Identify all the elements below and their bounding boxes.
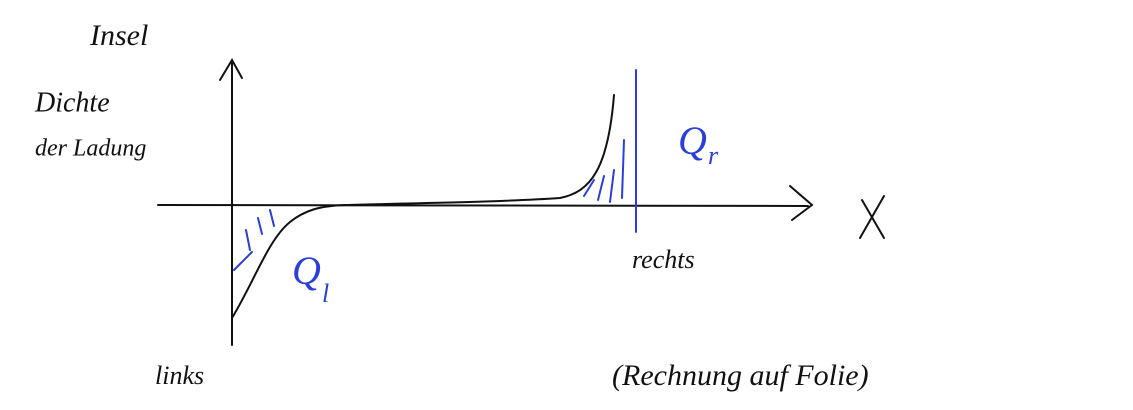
diagram: Insel Dichte der Ladung X rechts links (… [0,0,1133,410]
x-label: X [837,217,839,219]
x-arrow [790,186,812,220]
right-label: rechts [632,245,695,274]
y-label: der Ladung [35,136,146,162]
note: (Rechnung auf Folie) [612,359,869,392]
charge-subscript: r [708,141,719,170]
left-hatch [234,210,274,270]
right-hatch [584,140,624,202]
y-label: Dichte [34,87,110,118]
page: Insel Dichte der Ladung X rechts links (… [0,0,1133,410]
x-axis [158,205,808,206]
hatching [234,70,636,270]
charge-symbol: Q [678,118,707,163]
charge-symbol: Q [292,248,321,293]
axes [158,60,884,345]
x-symbol [860,196,884,238]
charge-subscript: l [322,279,329,308]
title: Insel [89,19,148,52]
left-label: links [155,361,204,390]
